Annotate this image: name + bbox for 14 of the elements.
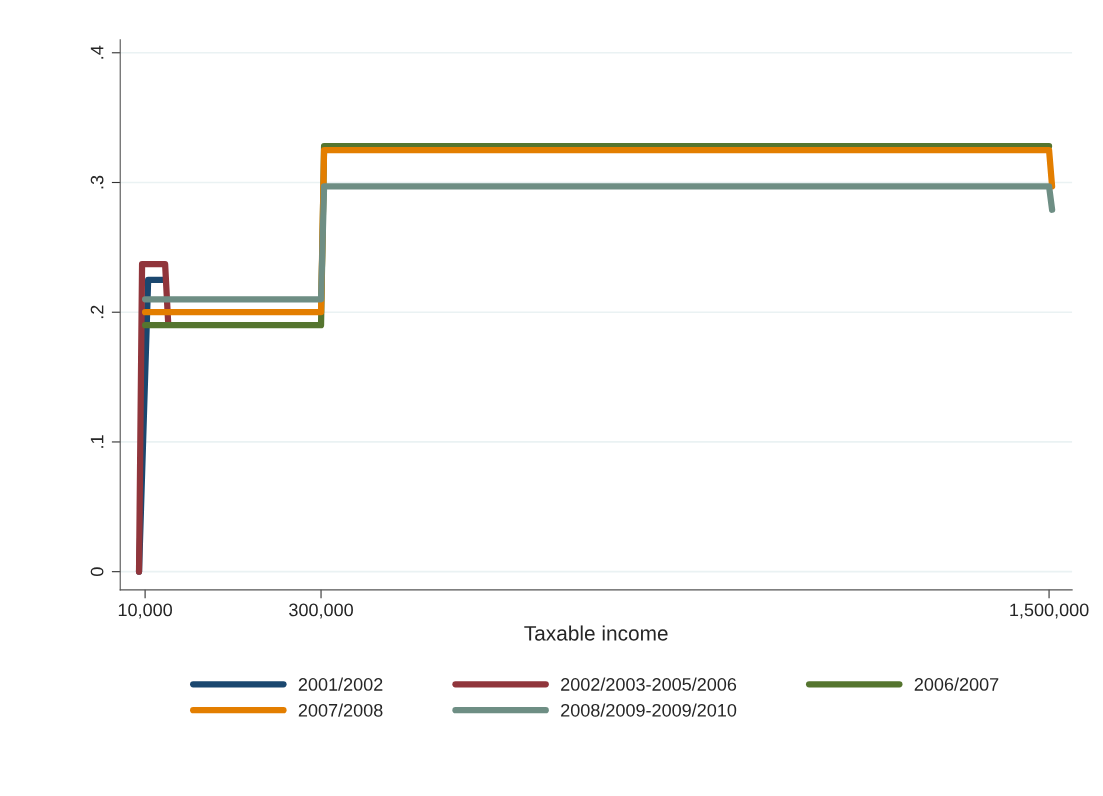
legend-label: 2007/2008 (298, 703, 383, 717)
y-tick-label: .4 (90, 45, 104, 59)
legend-label: 2008/2009-2009/2010 (561, 703, 737, 717)
x-tick-label: 1,500,000 (1010, 603, 1089, 619)
x-tick-label: 300,000 (289, 603, 353, 619)
legend-label: 2006/2007 (914, 677, 999, 691)
y-tick-label: .2 (90, 305, 104, 319)
x-axis-title: Taxable income (524, 625, 668, 641)
legend-label: 2002/2003-2005/2006 (561, 677, 737, 691)
legend-label: 2001/2002 (298, 677, 383, 691)
x-tick-label: 10,000 (118, 603, 173, 619)
y-tick-label: .1 (90, 435, 104, 448)
y-tick-label: .3 (90, 175, 104, 189)
y-tick-label: 0 (90, 567, 104, 576)
